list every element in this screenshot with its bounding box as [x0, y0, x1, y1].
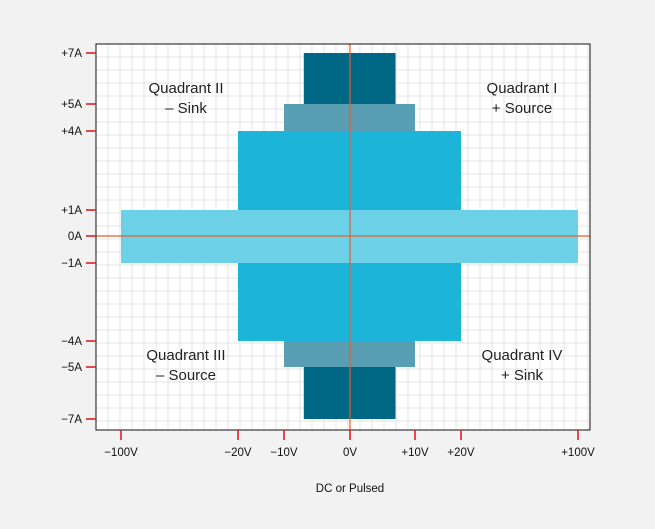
y-tick-label: −1A: [61, 258, 82, 270]
quadrant-iv-label: + Sink: [501, 367, 544, 384]
y-tick-label: −7A: [61, 414, 82, 426]
x-tick-label: 0V: [343, 447, 357, 459]
x-tick-label: +20V: [447, 447, 475, 459]
y-tick-label: −5A: [61, 362, 82, 374]
quadrant-labels: Quadrant II – Sink Quadrant I + Source Quadr…: [146, 80, 562, 384]
zero-axes: [96, 44, 590, 430]
x-tick-label: −20V: [224, 447, 252, 459]
quadrant-ii-label: – Sink: [165, 100, 207, 117]
quadrant-iii-label: Quadrant III: [146, 347, 225, 364]
quadrant-ii-label: Quadrant II: [148, 80, 223, 97]
y-tick-label: 0A: [68, 231, 82, 243]
quadrant-i-label: + Source: [492, 100, 552, 117]
x-tick-label: +10V: [401, 447, 429, 459]
x-tick-label: +100V: [561, 447, 595, 459]
quadrant-i-label: Quadrant I: [487, 80, 558, 97]
x-tick-label: −100V: [104, 447, 138, 459]
y-tick-label: −4A: [61, 336, 82, 348]
x-axis-title: DC or Pulsed: [316, 483, 384, 495]
quadrant-iii-label: – Source: [156, 367, 216, 384]
y-tick-label: +1A: [61, 205, 82, 217]
plot-frame: [95, 43, 591, 431]
y-tick-label: +5A: [61, 99, 82, 111]
y-axis-ticks: +7A +5A +4A +1A 0A −1A −4A −5A −7A: [61, 48, 96, 426]
x-axis-ticks: −100V −20V −10V 0V +10V +20V +100V: [104, 430, 595, 459]
quadrant-iv-label: Quadrant IV: [482, 347, 563, 364]
y-tick-label: +4A: [61, 126, 82, 138]
y-tick-label: +7A: [61, 48, 82, 60]
x-tick-label: −10V: [270, 447, 298, 459]
